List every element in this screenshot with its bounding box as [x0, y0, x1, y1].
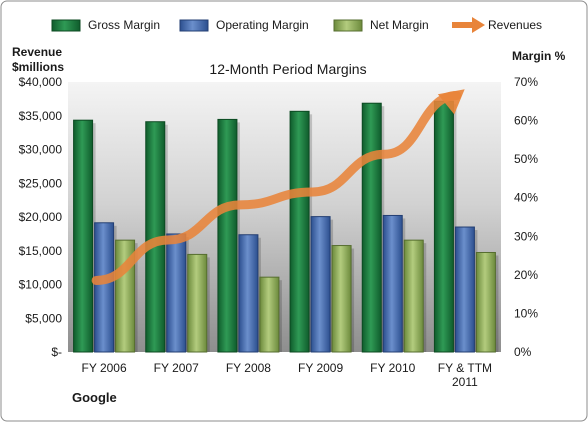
right-tick-label: 70%	[514, 75, 538, 89]
bar-gross-margin	[433, 100, 454, 353]
left-axis-title-line1: Revenue	[12, 45, 62, 59]
bar-operating-margin	[382, 214, 403, 353]
bar-net-margin	[187, 253, 208, 353]
bar-net-margin	[259, 276, 280, 353]
left-tick-label: $5,000	[25, 311, 62, 325]
x-tick-label: 2011	[452, 375, 478, 389]
right-tick-label: 30%	[514, 229, 538, 243]
x-tick-label: FY & TTM	[438, 361, 492, 375]
revenue-arrowhead	[437, 89, 465, 115]
revenue-line-group	[91, 89, 465, 285]
revenue-point	[311, 190, 315, 194]
bar-operating-margin	[94, 222, 115, 353]
bar-gross-margin	[361, 102, 382, 353]
left-tick-label: $40,000	[19, 75, 63, 89]
left-tick-label: $20,000	[19, 210, 63, 224]
legend-arrow-revenues	[472, 17, 485, 33]
right-axis: 0% 10% 20% 30% 40% 50% 60% 70%	[514, 75, 538, 359]
x-tick-label: FY 2008	[226, 361, 271, 375]
legend-swatch-net-margin	[333, 19, 363, 32]
left-tick-label: $15,000	[19, 244, 63, 258]
x-tick-label: FY 2006	[82, 361, 127, 375]
bar-net-margin	[403, 239, 424, 353]
right-tick-label: 60%	[514, 114, 538, 128]
legend-label: Net Margin	[370, 18, 429, 32]
bar-operating-margin	[454, 226, 475, 353]
legend: Gross Margin Operating Margin Net Margin Re…	[51, 17, 542, 33]
right-tick-label: 50%	[514, 152, 538, 166]
revenue-point	[238, 203, 242, 207]
x-tick-label: FY 2009	[298, 361, 343, 375]
bar-operating-margin	[166, 233, 187, 353]
legend-label: Revenues	[488, 18, 542, 32]
right-axis-title: Margin %	[512, 49, 566, 63]
left-axis: $- $5,000 $10,000 $15,000 $20,000 $25,000 $30,…	[19, 75, 63, 359]
left-axis-title-line2: $millions	[12, 60, 64, 74]
bar-gross-margin	[289, 110, 310, 353]
plot-area	[68, 82, 501, 352]
left-tick-label: $35,000	[19, 109, 63, 123]
chart-title: 12-Month Period Margins	[209, 61, 366, 77]
x-axis: FY 2006 FY 2007 FY 2008 FY 2009 FY 2010 FY & …	[82, 361, 493, 389]
right-tick-label: 20%	[514, 268, 538, 282]
bar-gross-margin	[73, 119, 94, 353]
bar-net-margin	[475, 251, 496, 353]
legend-label: Operating Margin	[216, 18, 309, 32]
revenue-point	[166, 238, 170, 242]
left-tick-label: $25,000	[19, 176, 63, 190]
right-tick-label: 10%	[514, 306, 538, 320]
left-tick-label: $30,000	[19, 143, 63, 157]
left-tick-label: $-	[51, 345, 62, 359]
x-tick-label: FY 2007	[154, 361, 199, 375]
legend-swatch-operating-margin	[179, 19, 209, 32]
x-tick-label: FY 2010	[370, 361, 415, 375]
bar-gross-margin	[217, 118, 238, 353]
right-tick-label: 0%	[514, 345, 532, 359]
legend-swatch-gross-margin	[51, 19, 81, 32]
revenue-point	[94, 278, 98, 282]
legend-label: Gross Margin	[88, 18, 160, 32]
revenue-point	[383, 152, 387, 156]
revenue-line	[91, 91, 462, 285]
company-label: Google	[72, 390, 117, 405]
right-tick-label: 40%	[514, 191, 538, 205]
bar-operating-margin	[310, 216, 331, 353]
bar-net-margin	[331, 245, 352, 353]
left-tick-label: $10,000	[19, 278, 63, 292]
bar-operating-margin	[238, 234, 259, 353]
